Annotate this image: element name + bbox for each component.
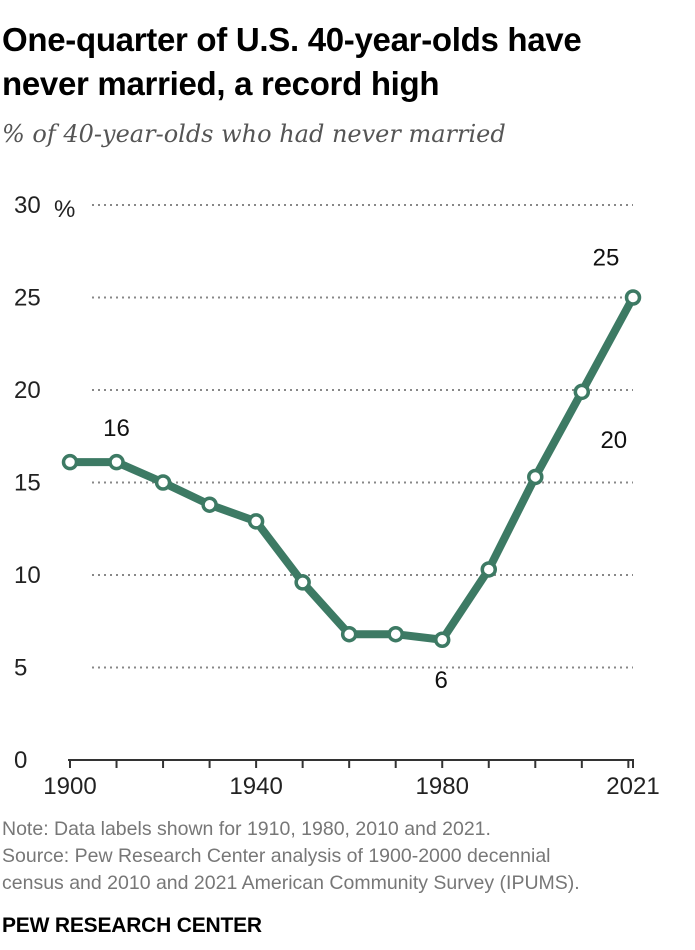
data-point-1950 bbox=[294, 574, 311, 591]
x-tick-label-1980: 1980 bbox=[416, 773, 469, 800]
data-point-1980 bbox=[433, 631, 451, 648]
y-unit-label: % bbox=[54, 196, 75, 223]
x-tick-label-1940: 1940 bbox=[229, 773, 282, 800]
y-tick-label-10: 10 bbox=[14, 562, 41, 589]
data-point-1960 bbox=[340, 625, 358, 643]
series-line-layer bbox=[66, 293, 637, 644]
data-point-2010 bbox=[573, 383, 591, 401]
gridlines bbox=[92, 204, 633, 669]
y-tick-label-15: 15 bbox=[14, 470, 41, 497]
y-tick-label-0: 0 bbox=[14, 747, 27, 774]
data-points bbox=[61, 289, 642, 648]
data-label-2021: 25 bbox=[593, 245, 620, 272]
data-point-1990 bbox=[480, 561, 498, 578]
y-tick-label-30: 30 bbox=[14, 192, 41, 219]
chart-title-line-2: never married, a record high bbox=[2, 65, 440, 102]
source-text-line-1: Source: Pew Research Center analysis of … bbox=[2, 845, 551, 867]
y-tick-label-5: 5 bbox=[14, 655, 27, 682]
data-point-1930 bbox=[201, 496, 218, 513]
data-label-1910: 16 bbox=[103, 415, 130, 442]
data-labels: 16 6 20 25 bbox=[103, 245, 627, 694]
x-tick-label-2021: 2021 bbox=[606, 773, 659, 800]
y-tick-label-20: 20 bbox=[14, 377, 41, 404]
source-text-line-2: census and 2010 and 2021 American Commun… bbox=[2, 872, 580, 894]
data-label-1980: 6 bbox=[435, 667, 448, 694]
data-point-1970 bbox=[387, 625, 404, 643]
note-text: Note: Data labels shown for 1910, 1980, … bbox=[2, 818, 491, 840]
y-tick-label-25: 25 bbox=[14, 285, 41, 312]
data-point-1900 bbox=[61, 453, 79, 471]
data-point-1910 bbox=[108, 453, 125, 471]
brand-logo-text: PEW RESEARCH CENTER bbox=[2, 914, 262, 937]
data-point-1920 bbox=[154, 474, 172, 491]
x-tick-label-1900: 1900 bbox=[43, 773, 96, 800]
data-point-2021 bbox=[624, 289, 642, 306]
chart-title: One-quarter of U.S. 40-year-olds have ne… bbox=[2, 18, 692, 106]
chart-subtitle: % of 40-year-olds who had never married bbox=[2, 120, 506, 148]
data-point-2000 bbox=[527, 468, 544, 486]
series-line-0 bbox=[66, 293, 637, 644]
chart-notes: Note: Data labels shown for 1910, 1980, … bbox=[2, 816, 580, 897]
axes: 0 5 10 15 20 25 30 % 1900 1940 1980 2021 bbox=[14, 192, 660, 800]
chart-title-line-1: One-quarter of U.S. 40-year-olds have bbox=[2, 21, 582, 58]
data-point-1940 bbox=[247, 513, 265, 530]
line-chart: 0 5 10 15 20 25 30 % 1900 1940 1980 2021 16 6 20 25 bbox=[14, 192, 660, 800]
data-label-2010: 20 bbox=[600, 427, 627, 454]
